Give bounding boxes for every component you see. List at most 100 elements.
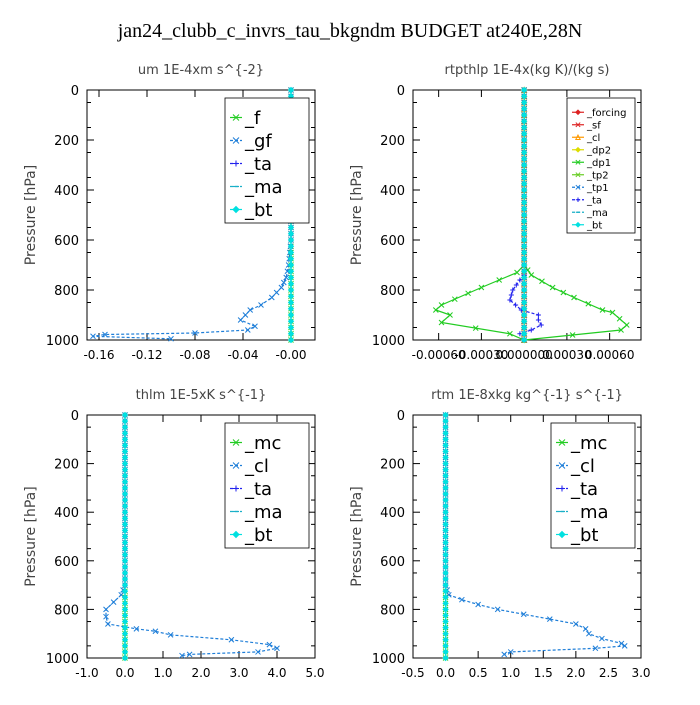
chart-panel-1: um 1E-4xm s^{-2} Pressure [hPa] 0 200 400 600… <box>23 63 316 362</box>
x-tick-label: 0.00030 <box>542 348 592 362</box>
y-tick-label: 200 <box>54 458 79 473</box>
data-point <box>278 284 285 291</box>
data-point <box>167 632 174 638</box>
x-tick-label: 0.0 <box>115 666 134 680</box>
data-point <box>575 184 581 190</box>
x-tick-label: 2.0 <box>566 666 585 680</box>
data-point <box>520 193 528 200</box>
data-point <box>232 114 240 121</box>
data-point <box>528 327 534 333</box>
data-point <box>121 587 129 595</box>
data-point <box>520 105 528 112</box>
data-point <box>442 436 449 443</box>
y-tick-label: 1000 <box>372 334 405 349</box>
data-point <box>513 302 519 308</box>
data-point <box>560 289 567 296</box>
data-point <box>442 642 449 650</box>
data-point <box>121 442 129 449</box>
data-point <box>102 331 108 338</box>
data-point <box>528 272 535 278</box>
data-point <box>121 551 129 558</box>
data-point <box>586 630 592 637</box>
data-point <box>599 307 606 313</box>
legend-item: _ma <box>556 502 609 523</box>
legend-label: _ta <box>586 195 602 206</box>
legend-item: _cl <box>572 133 600 144</box>
data-point <box>121 545 129 552</box>
y-tick-label: 800 <box>54 284 79 299</box>
legend-box <box>566 97 636 234</box>
data-point <box>121 448 129 455</box>
data-point <box>287 255 295 262</box>
data-point <box>520 211 528 219</box>
legend-item: _bt <box>556 525 598 546</box>
series-ta <box>507 272 544 337</box>
data-point <box>110 599 117 605</box>
data-point <box>438 319 445 326</box>
data-point <box>255 649 261 655</box>
legend-label: _dp1 <box>586 158 611 169</box>
y-tick-label: 0 <box>397 84 405 99</box>
data-point <box>520 199 528 206</box>
data-point <box>121 557 129 565</box>
x-tick-label: -0.00 <box>275 348 306 362</box>
data-point <box>121 630 129 637</box>
x-tick-label: 2.5 <box>599 666 618 680</box>
data-point <box>133 625 140 632</box>
data-point <box>520 143 528 150</box>
data-point <box>520 218 528 225</box>
chart-title: rtpthlp 1E-4x(kg K)/(kg s) <box>445 63 610 78</box>
data-point <box>465 290 471 297</box>
data-point <box>520 168 528 175</box>
legend-item: _f <box>230 108 261 129</box>
data-point <box>442 466 449 473</box>
data-point <box>287 293 295 300</box>
data-point <box>121 411 129 419</box>
legend-item: _ma <box>230 502 283 523</box>
legend-label: _ma <box>244 502 283 523</box>
data-point <box>442 448 449 455</box>
data-point <box>103 613 109 620</box>
data-point <box>623 322 630 328</box>
legend-label: _f <box>244 108 261 129</box>
legend-item: _bt <box>230 200 272 221</box>
data-point <box>442 636 449 643</box>
data-point <box>442 417 449 425</box>
legend-label: _bt <box>244 525 272 546</box>
data-point <box>121 606 129 613</box>
data-point <box>520 205 528 212</box>
data-point <box>621 642 628 649</box>
data-point <box>520 318 528 325</box>
data-point <box>507 297 513 303</box>
legend-label: _ta <box>244 479 272 500</box>
data-point <box>179 652 185 659</box>
data-point <box>442 496 449 504</box>
data-point <box>287 274 295 281</box>
y-tick-label: 200 <box>54 134 79 149</box>
x-tick-label: 1.5 <box>534 666 553 680</box>
data-point <box>232 462 240 469</box>
legend-item: _mc <box>556 433 607 454</box>
data-point <box>121 430 129 437</box>
data-point <box>121 502 129 510</box>
data-point <box>228 636 235 643</box>
legend-label: _tp2 <box>586 170 609 181</box>
legend-item: _cl <box>230 456 269 477</box>
y-tick-label: 800 <box>54 603 79 618</box>
data-point <box>451 296 458 303</box>
y-axis-label: Pressure [hPa] <box>349 486 365 586</box>
legend-label: _ma <box>586 208 608 219</box>
data-point <box>513 282 519 288</box>
data-point <box>520 255 528 262</box>
data-point <box>574 133 582 140</box>
legend-item: _dp2 <box>572 145 611 156</box>
data-point <box>442 411 449 419</box>
data-point <box>287 305 295 312</box>
data-point <box>442 430 449 437</box>
data-point <box>274 645 280 652</box>
data-point <box>549 284 556 291</box>
data-point <box>121 423 129 431</box>
data-point <box>121 648 129 656</box>
x-tick-label: 2.0 <box>191 666 210 680</box>
